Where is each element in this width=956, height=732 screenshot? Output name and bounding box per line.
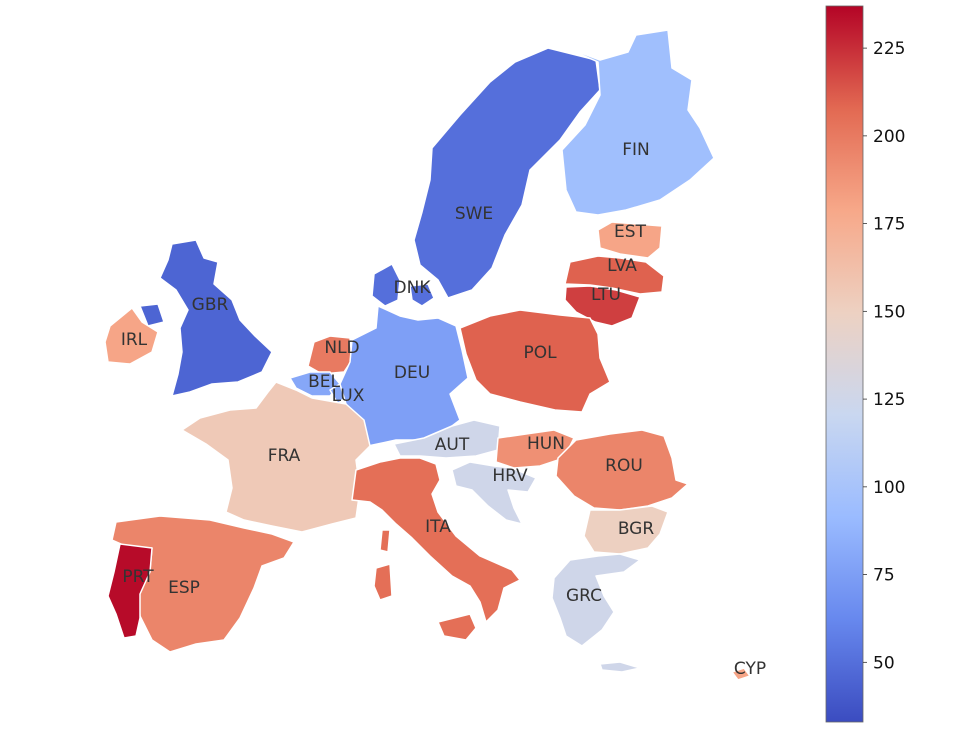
- country-label-dnk: DNK: [394, 278, 432, 298]
- country-label-grc: GRC: [566, 586, 602, 606]
- country-bgr[interactable]: [583, 505, 669, 555]
- country-grc[interactable]: [551, 553, 641, 673]
- country-label-ltu: LTU: [591, 285, 621, 305]
- country-label-lva: LVA: [607, 256, 637, 276]
- country-irl[interactable]: [104, 307, 159, 365]
- country-label-nld: NLD: [324, 338, 359, 358]
- colorbar-tick-label: 225: [873, 39, 905, 59]
- country-label-bel: BEL: [308, 372, 340, 392]
- country-fin[interactable]: [559, 29, 715, 216]
- countries-layer: [104, 29, 751, 681]
- country-label-irl: IRL: [121, 330, 148, 350]
- colorbar: 50 75 100 125 150 175 200 225: [825, 5, 905, 723]
- country-label-gbr: GBR: [192, 295, 229, 315]
- country-label-aut: AUT: [435, 435, 470, 455]
- country-label-esp: ESP: [168, 578, 200, 598]
- country-label-rou: ROU: [605, 456, 643, 476]
- colorbar-tick-label: 100: [873, 478, 905, 498]
- country-ltu[interactable]: [564, 285, 641, 327]
- country-pol[interactable]: [459, 309, 611, 413]
- country-label-est: EST: [614, 222, 647, 242]
- country-label-hun: HUN: [527, 434, 565, 454]
- country-label-lux: LUX: [332, 386, 365, 406]
- country-est[interactable]: [597, 221, 663, 259]
- country-cyp[interactable]: [731, 667, 751, 681]
- country-label-bgr: BGR: [618, 519, 655, 539]
- colorbar-tick-label: 75: [873, 566, 895, 586]
- colorbar-ticks: 50 75 100 125 150 175 200 225: [863, 39, 905, 673]
- country-dnk[interactable]: [371, 263, 435, 307]
- country-label-prt: PRT: [122, 567, 154, 587]
- country-fra[interactable]: [181, 381, 371, 533]
- colorbar-tick-label: 200: [873, 127, 905, 147]
- country-lva[interactable]: [564, 255, 665, 295]
- country-rou[interactable]: [555, 429, 689, 511]
- colorbar-tick-label: 125: [873, 390, 905, 410]
- colorbar-tick-label: 150: [873, 302, 905, 322]
- colorbar-gradient: [825, 5, 864, 723]
- colorbar-tick-label: 50: [873, 653, 895, 673]
- country-label-cyp: CYP: [734, 659, 766, 679]
- country-label-deu: DEU: [394, 363, 430, 383]
- country-label-swe: SWE: [455, 204, 493, 224]
- country-label-fin: FIN: [622, 140, 650, 160]
- country-hrv[interactable]: [451, 461, 537, 525]
- country-label-fra: FRA: [268, 446, 301, 466]
- country-label-hrv: HRV: [492, 466, 528, 486]
- country-swe[interactable]: [413, 47, 601, 299]
- country-prt[interactable]: [107, 543, 153, 639]
- country-label-pol: POL: [523, 343, 557, 363]
- country-label-ita: ITA: [425, 517, 451, 537]
- country-ita[interactable]: [351, 457, 521, 641]
- colorbar-tick-label: 175: [873, 215, 905, 235]
- country-gbr[interactable]: [139, 239, 273, 397]
